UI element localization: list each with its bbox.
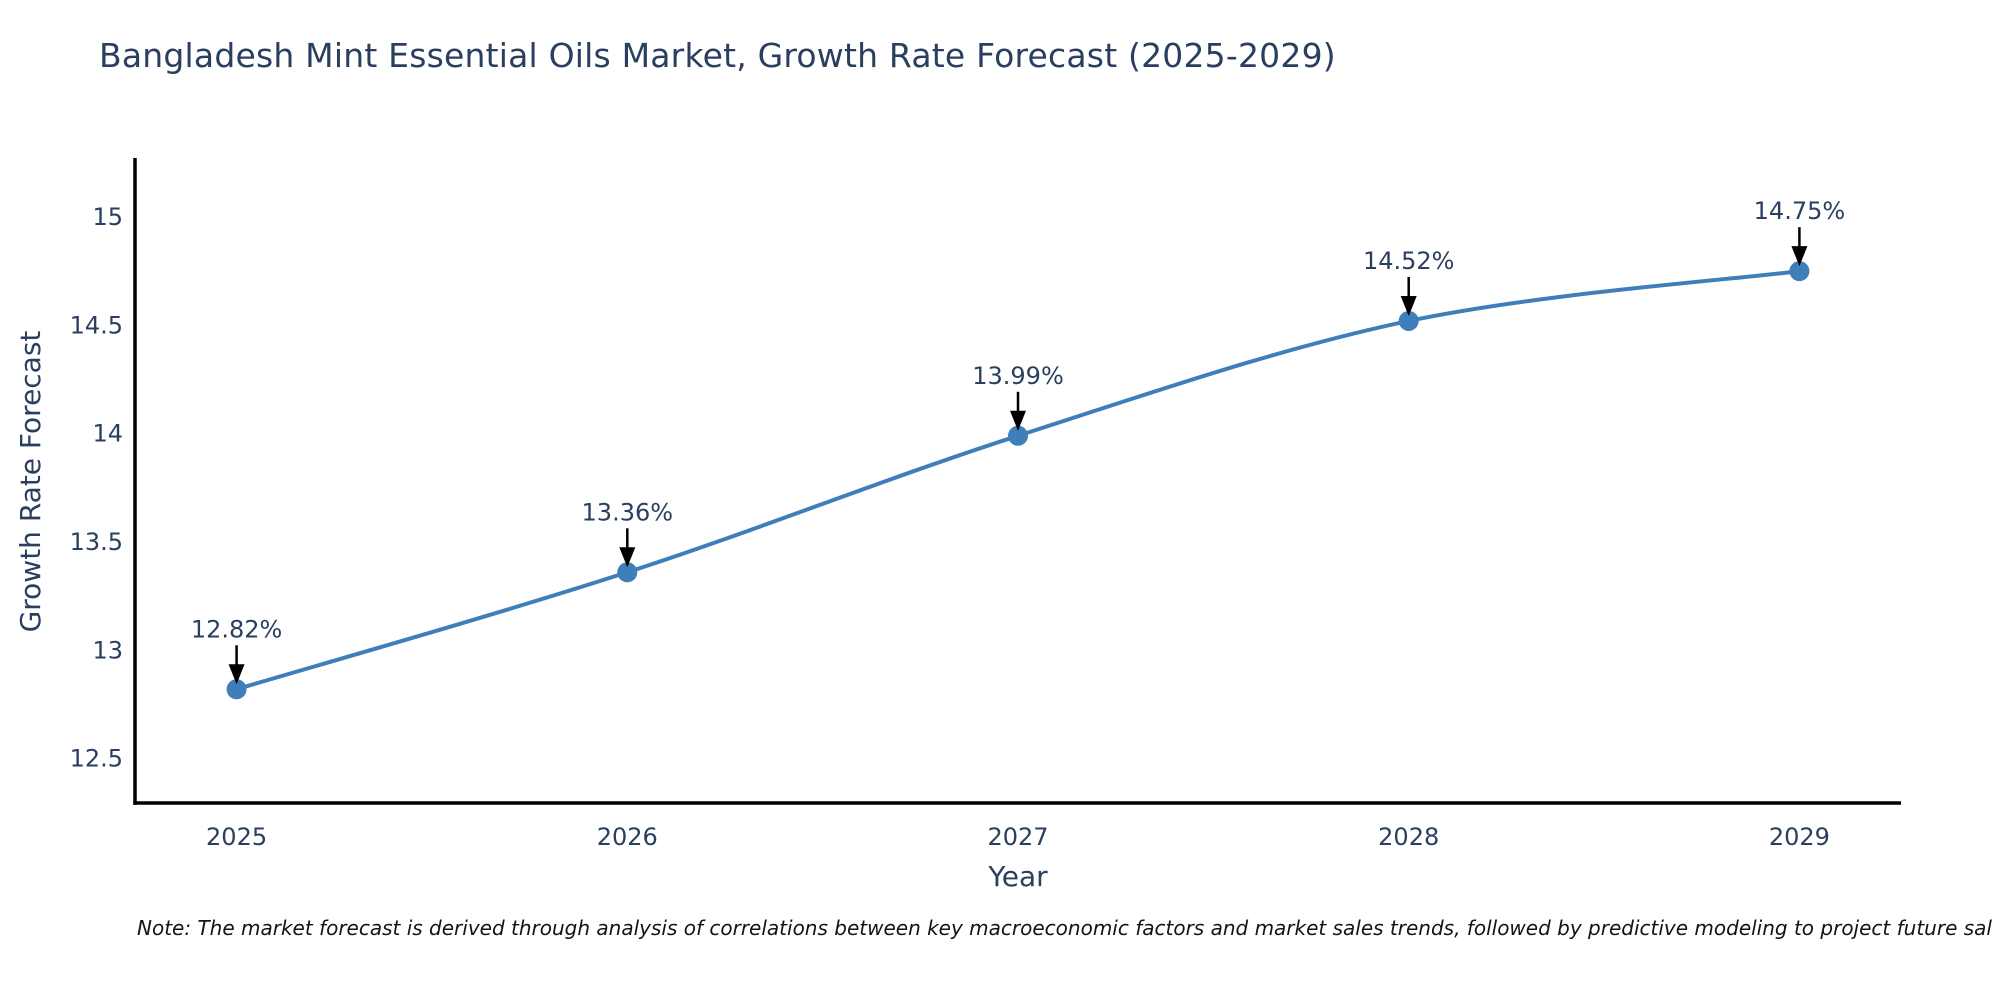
y-tick-label: 13 xyxy=(92,636,123,664)
y-tick-label: 15 xyxy=(92,203,123,231)
data-point-marker xyxy=(1789,261,1810,282)
footnote: Note: The market forecast is derived thr… xyxy=(137,916,1992,940)
y-tick-label: 13.5 xyxy=(70,528,123,556)
y-tick-label: 12.5 xyxy=(70,745,123,773)
data-point-marker xyxy=(1398,310,1419,331)
data-point-label: 14.52% xyxy=(1363,247,1455,275)
x-tick-label: 2029 xyxy=(1769,823,1830,851)
annotation-arrow-head xyxy=(1010,410,1026,431)
data-point-marker xyxy=(617,562,638,583)
data-point-label: 12.82% xyxy=(191,615,283,643)
annotation-arrow-head xyxy=(619,547,636,568)
chart-title: Bangladesh Mint Essential Oils Market, G… xyxy=(99,36,1336,75)
data-point-label: 14.75% xyxy=(1754,197,1846,225)
annotation-arrow-head xyxy=(228,664,245,685)
data-point-marker xyxy=(226,679,247,700)
data-point-label: 13.36% xyxy=(582,498,674,526)
annotation-arrow-head xyxy=(1400,295,1417,316)
x-tick-label: 2028 xyxy=(1378,823,1439,851)
data-point-label: 13.99% xyxy=(972,362,1064,390)
line-chart-canvas: 12.5 13 13.5 14 14.5 15 2025 2026 2027 2028 2029 Ye… xyxy=(14,158,1901,893)
y-tick-label: 14 xyxy=(92,420,123,448)
x-tick-label: 2025 xyxy=(206,823,267,851)
annotation-arrow-head xyxy=(1791,246,1808,267)
x-tick-label: 2027 xyxy=(987,823,1048,851)
data-point-marker xyxy=(1008,425,1028,446)
y-tick-label: 14.5 xyxy=(70,311,123,339)
x-axis-title: Year xyxy=(987,860,1048,893)
x-tick-label: 2026 xyxy=(597,823,658,851)
forecast-line xyxy=(234,269,1802,692)
y-axis-title: Growth Rate Forecast xyxy=(14,331,47,633)
